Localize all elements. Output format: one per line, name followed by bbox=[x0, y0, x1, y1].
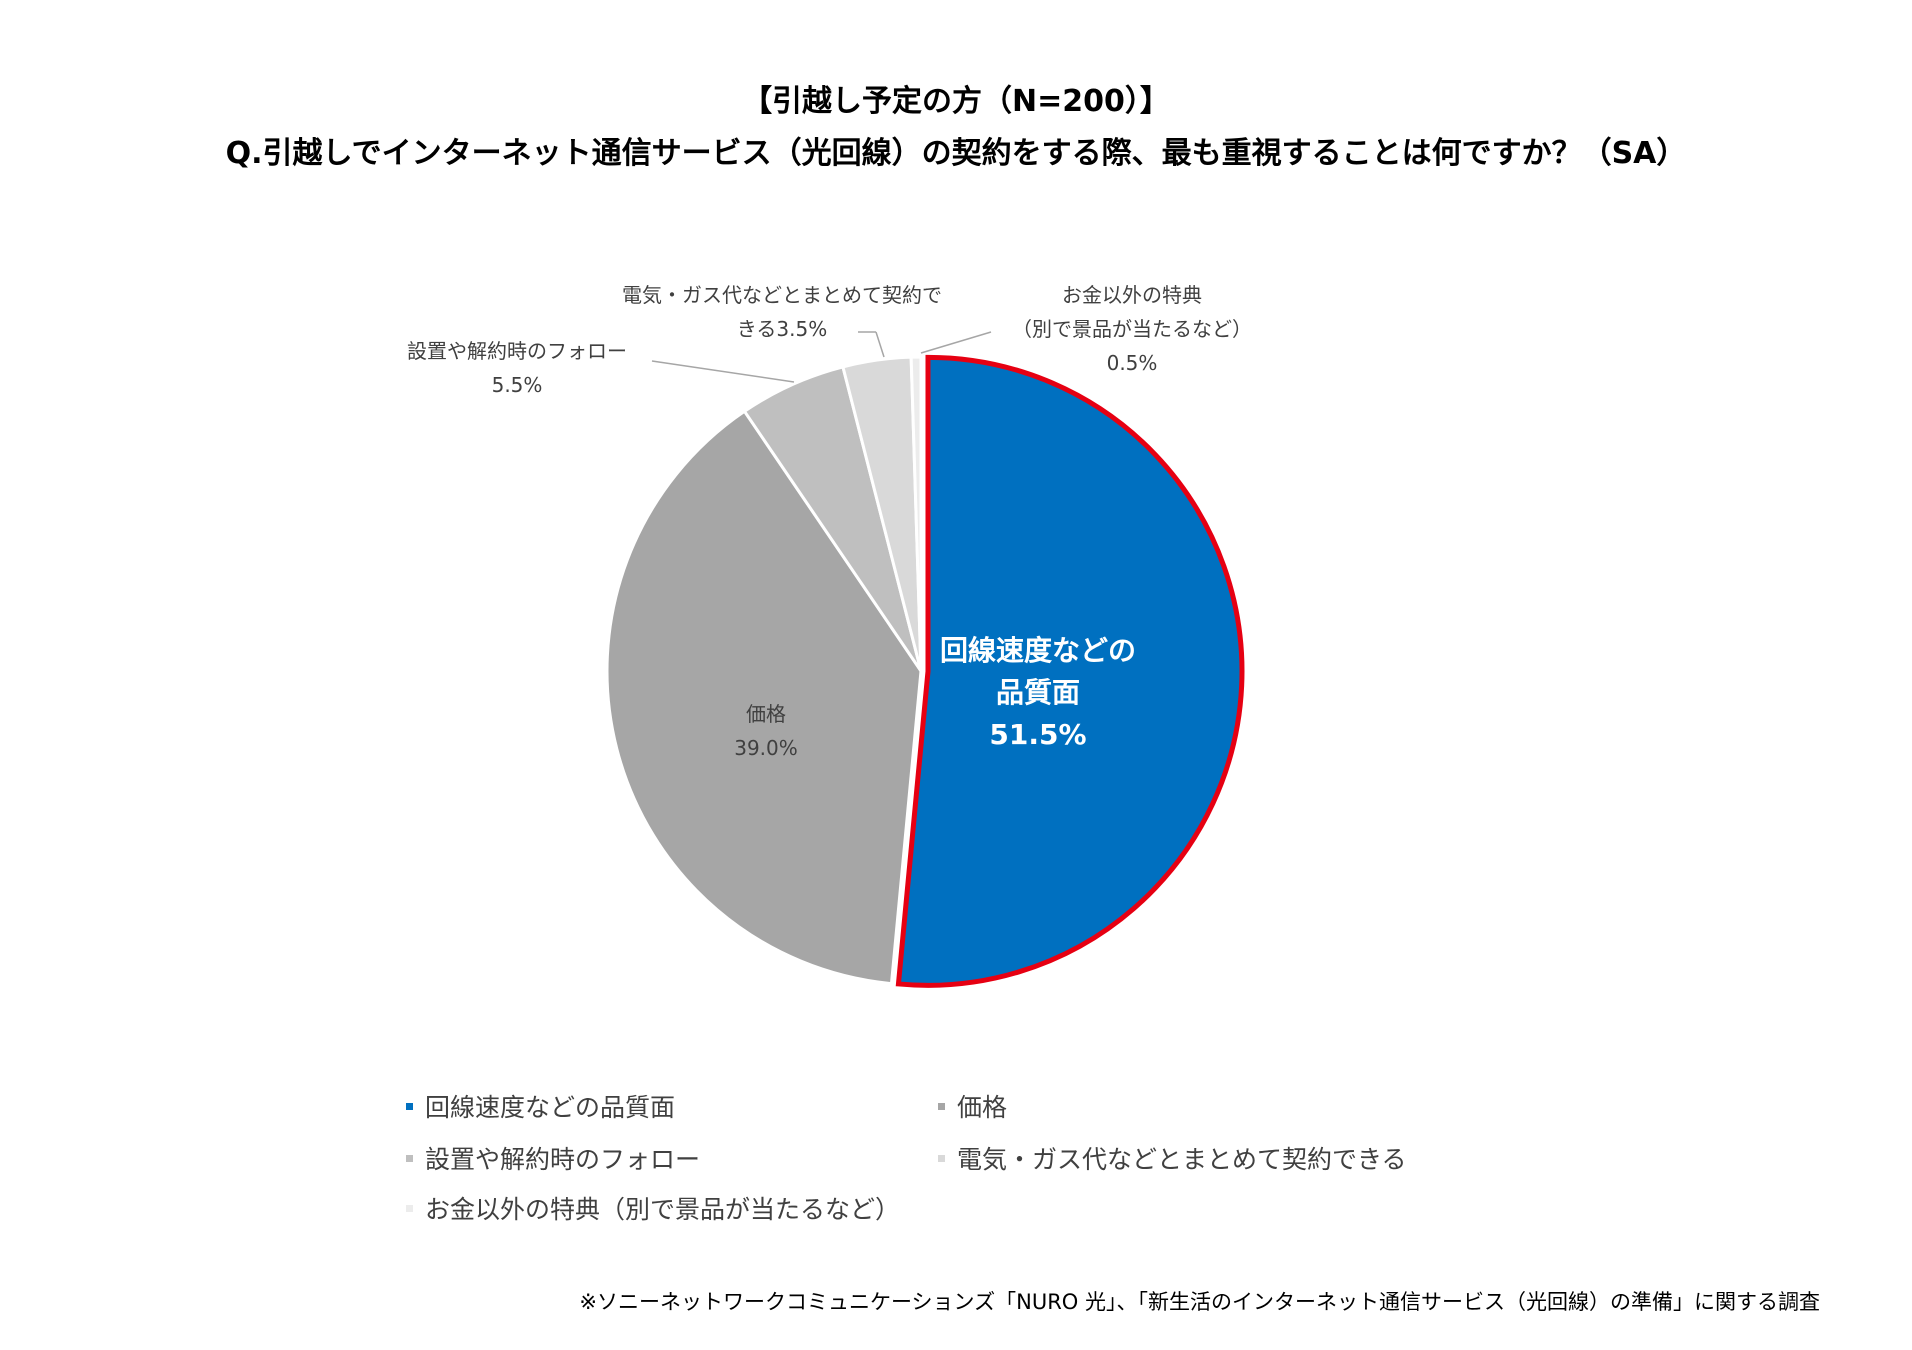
data-label: 価格 39.0% bbox=[666, 697, 866, 765]
legend-label: 価格 bbox=[957, 1093, 1008, 1122]
legend-item: お金以外の特典（別で景品が当たるなど） bbox=[406, 1190, 900, 1226]
legend-label: お金以外の特典（別で景品が当たるなど） bbox=[425, 1195, 901, 1224]
data-label-category: お金以外の特典（別で景品が当たるなど） bbox=[1012, 283, 1252, 341]
legend-swatch bbox=[406, 1204, 413, 1212]
leader-line bbox=[920, 331, 992, 354]
source-note: ※ソニーネットワークコミュニケーションズ「NURO 光」、「新生活のインターネッ… bbox=[579, 1290, 1820, 1314]
data-label-value: 39.0% bbox=[734, 736, 798, 760]
data-label-category: 価格 bbox=[746, 702, 786, 726]
legend-swatch bbox=[406, 1102, 413, 1110]
leader-line bbox=[651, 360, 795, 383]
chart-title: 【引越し予定の方（N=200）】 bbox=[742, 84, 1170, 119]
pie-slice bbox=[605, 409, 923, 986]
legend-swatch bbox=[938, 1154, 945, 1162]
data-label: お金以外の特典（別で景品が当たるなど） 0.5% bbox=[972, 278, 1292, 380]
legend-item: 回線速度などの品質面 bbox=[406, 1088, 675, 1124]
leader-line bbox=[875, 331, 885, 358]
data-label-category: 電気・ガス代などとまとめて契約できる bbox=[622, 283, 942, 341]
data-label: 回線速度などの品質面 51.5% bbox=[928, 630, 1148, 756]
legend-label: 設置や解約時のフォロー bbox=[425, 1145, 701, 1174]
pie-slice bbox=[895, 354, 1245, 988]
data-label-value: 3.5% bbox=[776, 317, 828, 341]
legend-label: 回線速度などの品質面 bbox=[425, 1093, 676, 1122]
data-label: 設置や解約時のフォロー 5.5% bbox=[357, 334, 677, 402]
legend-swatch bbox=[406, 1154, 413, 1162]
data-label-value: 51.5% bbox=[989, 718, 1087, 751]
chart-subtitle: Q.引越しでインターネット通信サービス（光回線）の契約をする際、最も重視すること… bbox=[225, 136, 1687, 171]
pie-slice bbox=[909, 355, 923, 672]
data-label-value: 0.5% bbox=[1106, 351, 1158, 375]
legend-item: 価格 bbox=[938, 1088, 1007, 1124]
data-label-category: 回線速度などの品質面 bbox=[939, 634, 1136, 709]
legend-item: 電気・ガス代などとまとめて契約できる bbox=[938, 1140, 1407, 1176]
data-label: 電気・ガス代などとまとめて契約できる3.5% bbox=[617, 278, 947, 346]
legend-label: 電気・ガス代などとまとめて契約できる bbox=[957, 1145, 1407, 1174]
data-label-value: 5.5% bbox=[491, 373, 543, 397]
legend-swatch bbox=[938, 1102, 945, 1110]
legend-item: 設置や解約時のフォロー bbox=[406, 1140, 700, 1176]
data-label-category: 設置や解約時のフォロー bbox=[407, 339, 627, 363]
